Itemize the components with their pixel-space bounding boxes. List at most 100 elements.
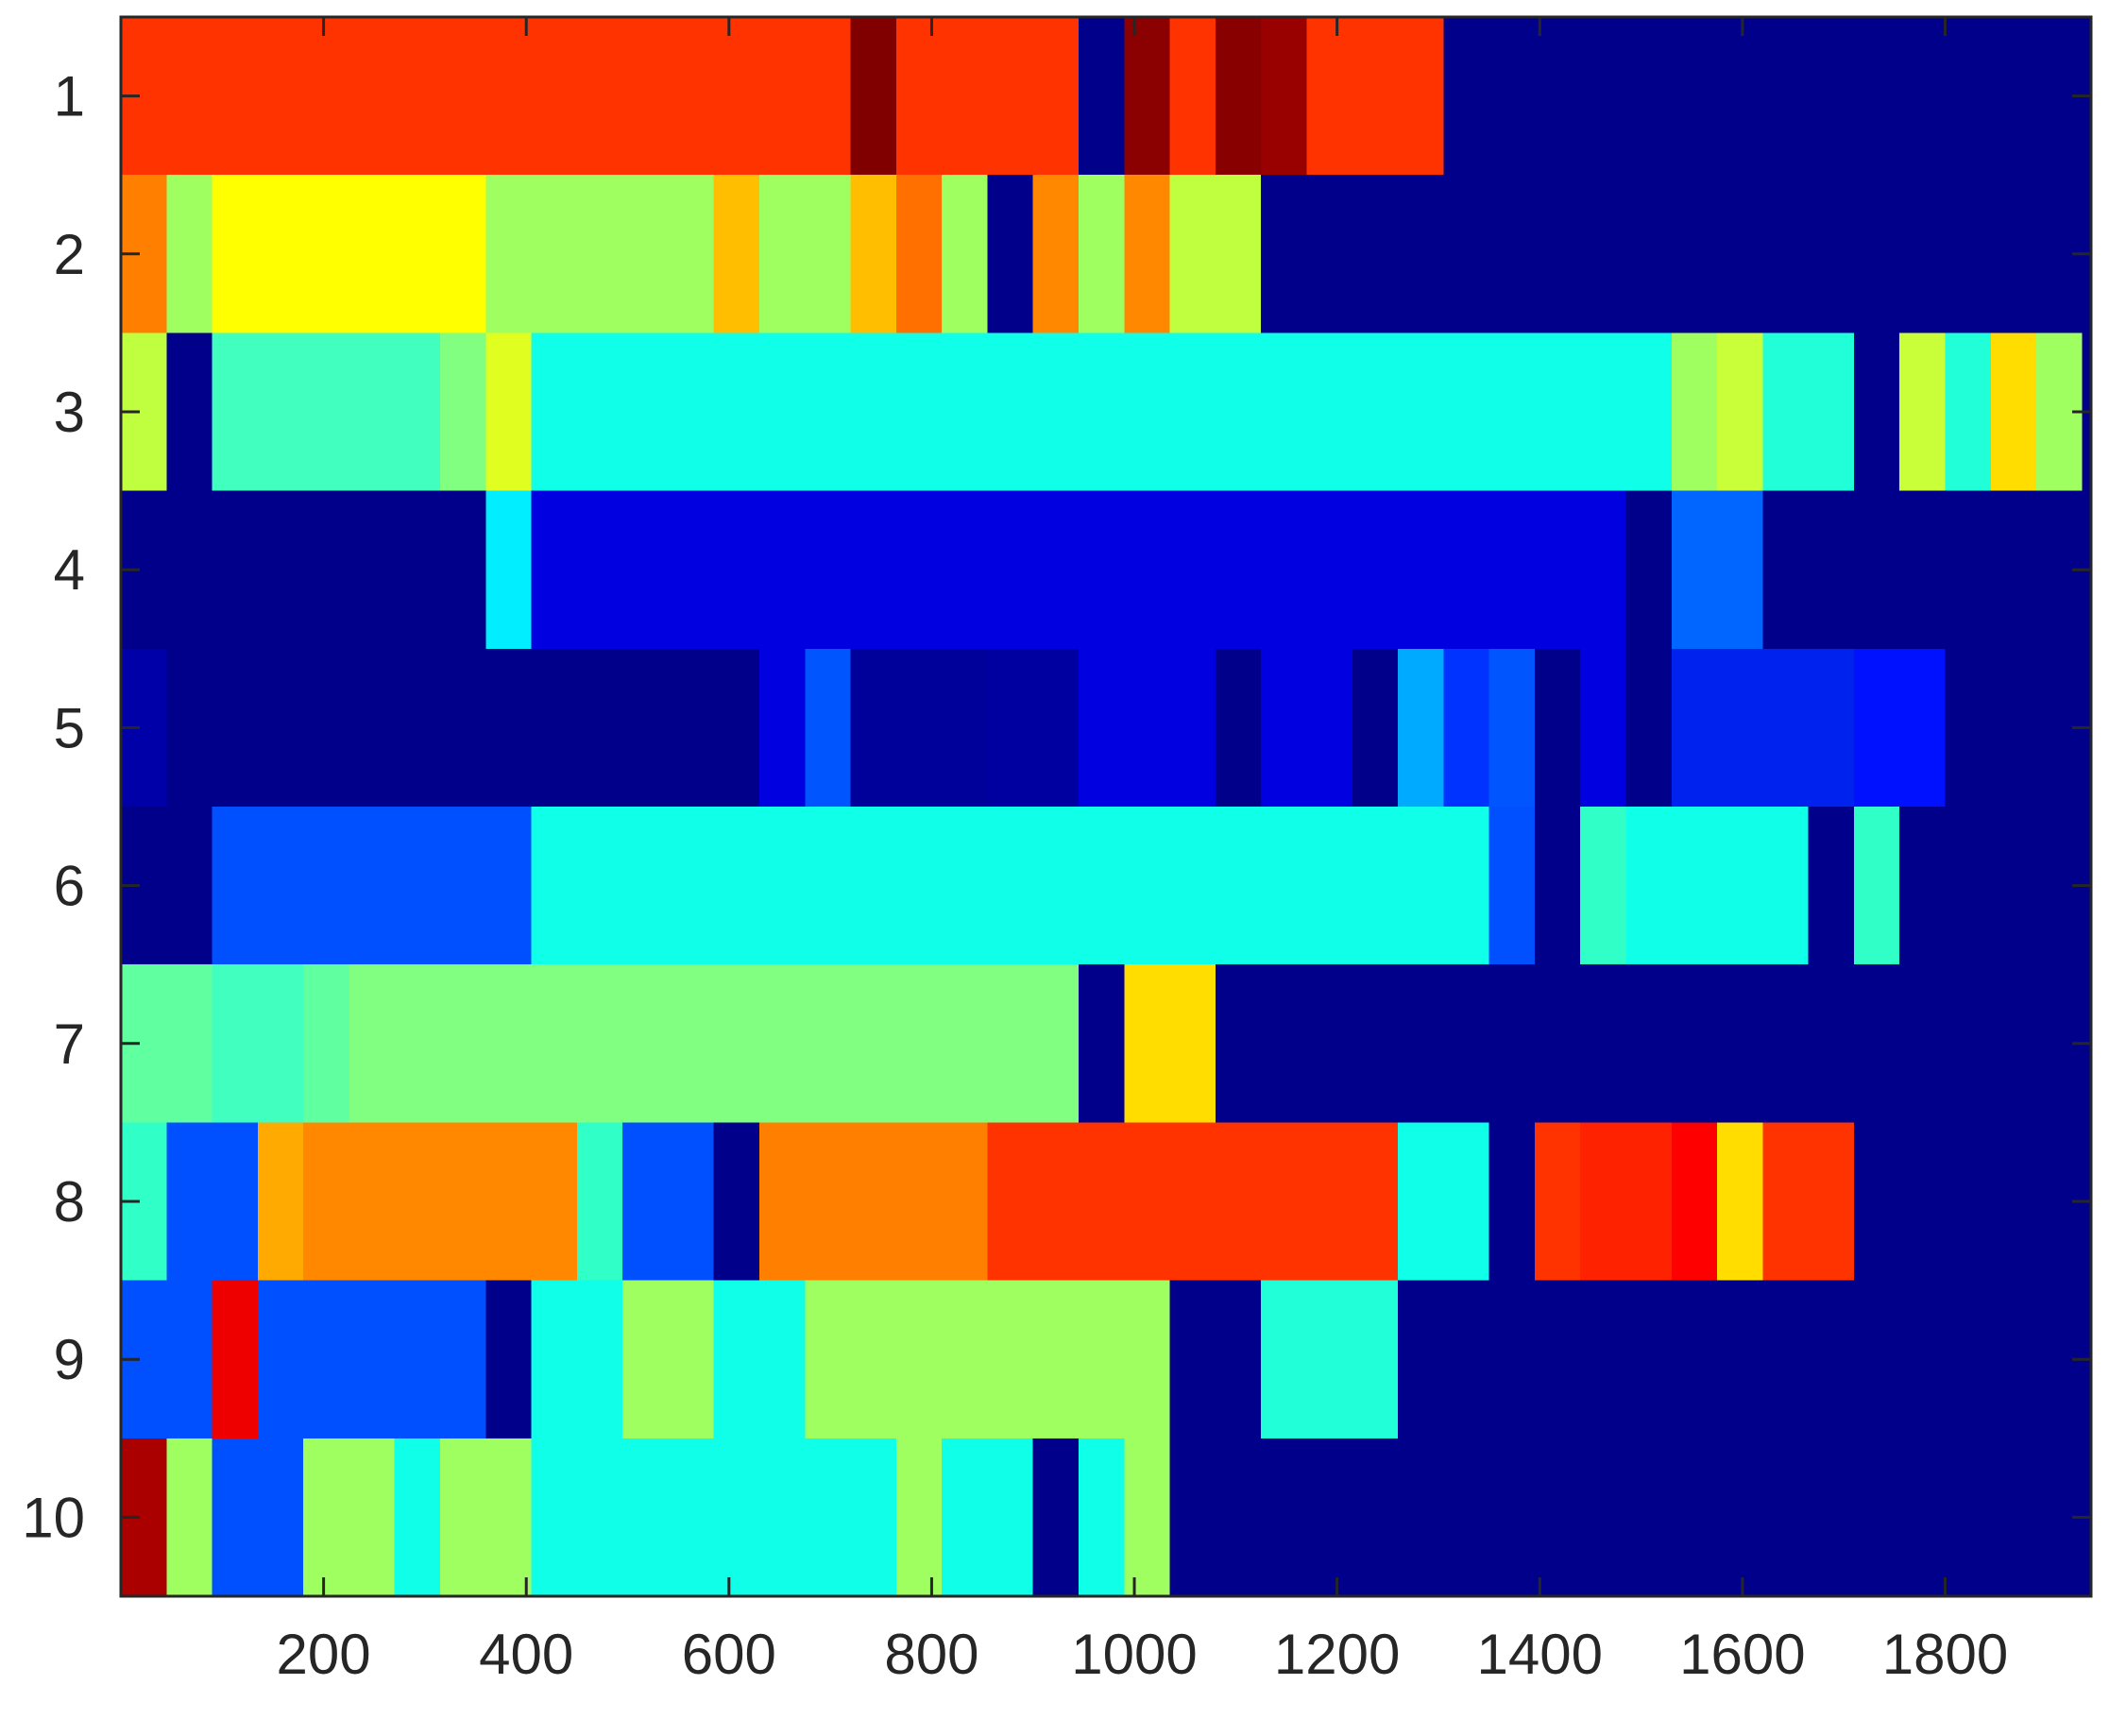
heatmap-cell-row-1-seg-8 bbox=[1261, 17, 1308, 176]
y-tick-label: 6 bbox=[54, 855, 85, 918]
heatmap-cell-row-9-seg-2 bbox=[212, 1280, 259, 1439]
heatmap-cell-row-4-seg-1 bbox=[121, 490, 486, 650]
heatmap-cell-row-9-seg-11 bbox=[1398, 1280, 2092, 1439]
x-tick-label: 1000 bbox=[1071, 1623, 1197, 1686]
heatmap-cell-row-9-seg-6 bbox=[622, 1280, 715, 1439]
heatmap-cell-row-3-seg-9 bbox=[1762, 332, 1855, 492]
heatmap-cell-row-1-seg-10 bbox=[1443, 17, 2092, 176]
heatmap-cell-row-5-seg-11 bbox=[1398, 648, 1444, 808]
heatmap-cell-row-5-seg-2 bbox=[166, 648, 760, 808]
heatmap-cell-row-3-seg-7 bbox=[1671, 332, 1718, 492]
heatmap-cell-row-5-seg-10 bbox=[1352, 648, 1399, 808]
heatmap-cell-row-1-seg-9 bbox=[1306, 17, 1444, 176]
heatmap-cell-row-4-seg-4 bbox=[1625, 490, 1673, 650]
heatmap-cell-row-7-seg-7 bbox=[1215, 964, 2092, 1123]
y-tick-label: 10 bbox=[22, 1486, 85, 1549]
heatmap-cell-row-2-seg-5 bbox=[713, 175, 760, 333]
y-tick-label: 5 bbox=[54, 696, 85, 759]
heatmap-cell-row-3-seg-3 bbox=[212, 332, 441, 492]
heatmap-cell-row-5-seg-19 bbox=[1945, 648, 2092, 808]
heatmap-cell-row-8-seg-10 bbox=[1398, 1122, 1490, 1282]
heatmap-cell-row-8-seg-9 bbox=[987, 1122, 1399, 1282]
heatmap-cell-row-5-seg-3 bbox=[759, 648, 806, 808]
heatmap-cell-row-3-seg-10 bbox=[1853, 332, 1900, 492]
heatmap-cell-row-5-seg-12 bbox=[1443, 648, 1490, 808]
y-tick-label: 3 bbox=[54, 381, 85, 444]
heatmap-cell-row-8-seg-4 bbox=[303, 1122, 578, 1282]
heatmap-cell-row-7-seg-4 bbox=[349, 964, 1080, 1123]
heatmap-cell-row-1-seg-6 bbox=[1169, 17, 1216, 176]
heatmap-cell-row-2-seg-11 bbox=[1032, 175, 1080, 333]
heatmap-cell-row-5-seg-17 bbox=[1671, 648, 1855, 808]
heatmap-cell-row-6-seg-2 bbox=[212, 807, 533, 965]
heatmap-cell-row-8-seg-8 bbox=[759, 1122, 989, 1282]
y-tick-label: 2 bbox=[54, 223, 85, 286]
heatmap-cell-row-6-seg-4 bbox=[1488, 807, 1536, 965]
x-tick-label: 1200 bbox=[1274, 1623, 1400, 1686]
heatmap-cell-row-4-seg-2 bbox=[485, 490, 533, 650]
heatmap-cell-row-2-seg-15 bbox=[1261, 175, 2092, 333]
heatmap-cell-row-10-seg-13 bbox=[1169, 1438, 2092, 1597]
heatmap-cell-row-10-seg-8 bbox=[895, 1438, 943, 1597]
heatmap-cell-row-3-seg-4 bbox=[440, 332, 486, 492]
heatmap-cell-row-9-seg-9 bbox=[1169, 1280, 1262, 1439]
heatmap-cell-row-10-seg-3 bbox=[212, 1438, 304, 1597]
heatmap-cell-row-8-seg-3 bbox=[257, 1122, 304, 1282]
heatmap-cell-row-10-seg-9 bbox=[942, 1438, 1034, 1597]
heatmap-cell-row-6-seg-3 bbox=[531, 807, 1490, 965]
heatmap-cell-row-1-seg-5 bbox=[1124, 17, 1171, 176]
heatmap-cell-row-10-seg-2 bbox=[166, 1438, 213, 1597]
heatmap-cell-row-7-seg-3 bbox=[303, 964, 350, 1123]
heatmap-cell-row-5-seg-18 bbox=[1853, 648, 1947, 808]
heatmap-cell-row-2-seg-4 bbox=[485, 175, 715, 333]
heatmap-cell-row-3-seg-13 bbox=[1990, 332, 2037, 492]
heatmap-cell-row-7-seg-5 bbox=[1079, 964, 1125, 1123]
heatmap-cell-row-2-seg-14 bbox=[1169, 175, 1262, 333]
heatmap-cell-row-2-seg-2 bbox=[166, 175, 213, 333]
heatmap-cell-row-4-seg-3 bbox=[531, 490, 1627, 650]
heatmap-cell-row-1-seg-4 bbox=[1079, 17, 1125, 176]
heatmap-cell-row-3-seg-8 bbox=[1717, 332, 1763, 492]
heatmap-cell-row-6-seg-5 bbox=[1534, 807, 1581, 965]
heatmap-cell-row-3-seg-12 bbox=[1945, 332, 1992, 492]
x-tick-label: 200 bbox=[277, 1623, 371, 1686]
heatmap-cell-row-3-seg-2 bbox=[166, 332, 213, 492]
heatmap-cell-row-5-seg-13 bbox=[1488, 648, 1536, 808]
heatmap-cell-row-2-seg-3 bbox=[212, 175, 486, 333]
heatmap-cell-row-5-seg-4 bbox=[805, 648, 852, 808]
heatmap-cell-row-8-seg-14 bbox=[1671, 1122, 1718, 1282]
heatmap-cell-row-7-seg-6 bbox=[1124, 964, 1216, 1123]
heatmap-cell-row-10-seg-12 bbox=[1124, 1438, 1171, 1597]
heatmap-cell-row-3-seg-5 bbox=[485, 332, 533, 492]
heatmap-cell-row-1-seg-2 bbox=[850, 17, 897, 176]
heatmap-cell-row-8-seg-2 bbox=[166, 1122, 259, 1282]
heatmap-cell-row-1-seg-1 bbox=[121, 17, 852, 176]
heatmap-cell-row-5-seg-6 bbox=[987, 648, 1080, 808]
heatmap-cell-row-5-seg-7 bbox=[1079, 648, 1216, 808]
x-tick-label: 600 bbox=[682, 1623, 776, 1686]
x-tick-label: 1800 bbox=[1882, 1623, 2008, 1686]
heatmap-cell-row-6-seg-7 bbox=[1625, 807, 1810, 965]
axis-ticks bbox=[121, 17, 2091, 1596]
heatmap-cell-row-9-seg-4 bbox=[485, 1280, 533, 1439]
heatmap-cell-row-2-seg-10 bbox=[987, 175, 1034, 333]
heatmap-cell-row-4-seg-6 bbox=[1762, 490, 2092, 650]
heatmap-cell-row-9-seg-5 bbox=[531, 1280, 623, 1439]
x-tick-label: 400 bbox=[479, 1623, 573, 1686]
heatmap-cell-row-3-seg-11 bbox=[1899, 332, 1947, 492]
heatmap-cell-row-1-seg-7 bbox=[1215, 17, 1262, 176]
heatmap-cell-row-2-seg-9 bbox=[942, 175, 989, 333]
heatmap-cell-row-10-seg-7 bbox=[531, 1438, 897, 1597]
heatmap-cell-row-8-seg-15 bbox=[1717, 1122, 1763, 1282]
heatmap-cell-row-8-seg-17 bbox=[1853, 1122, 2092, 1282]
heatmap-cell-row-5-seg-14 bbox=[1534, 648, 1581, 808]
x-tick-label: 800 bbox=[884, 1623, 978, 1686]
heatmap-cell-row-8-seg-16 bbox=[1762, 1122, 1855, 1282]
y-tick-label: 7 bbox=[54, 1013, 85, 1076]
heatmap-cell-row-3-seg-6 bbox=[531, 332, 1673, 492]
heatmap-cell-row-10-seg-10 bbox=[1032, 1438, 1080, 1597]
heatmap-cell-row-10-seg-6 bbox=[440, 1438, 533, 1597]
tick-labels: 1 2 3 4 5 6 7 8 9 10 200 400 600 800 1000 1200 1400 1600 1… bbox=[22, 65, 2008, 1686]
heatmap-cell-row-2-seg-6 bbox=[759, 175, 852, 333]
